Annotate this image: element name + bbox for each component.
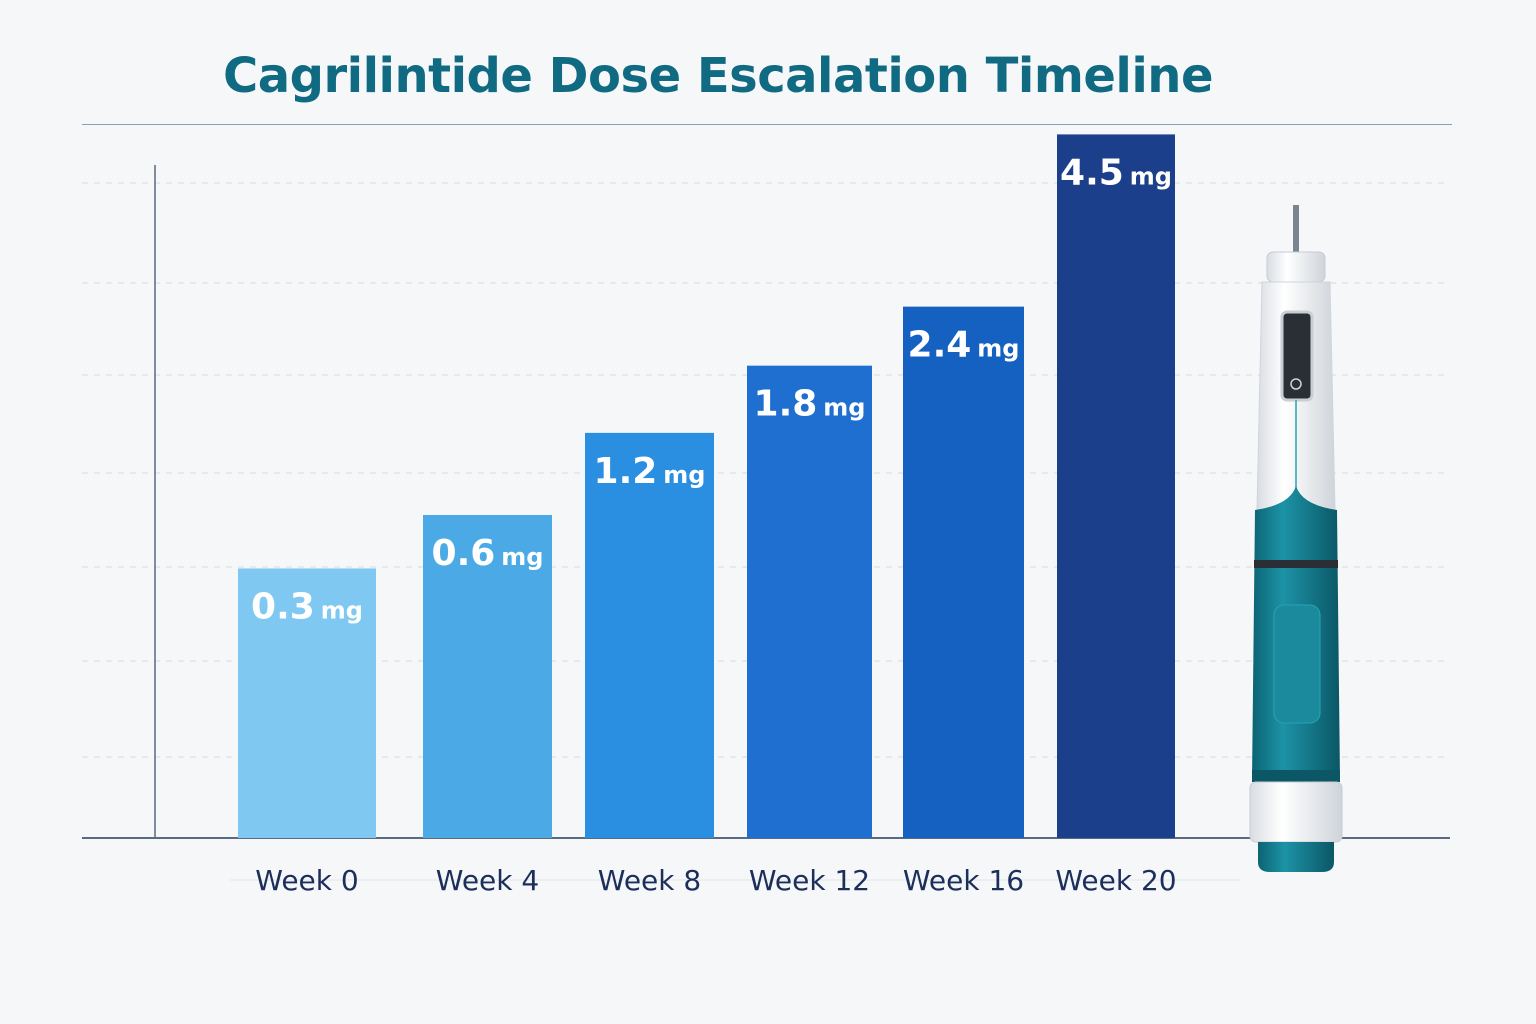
chart-title: Cagrilintide Dose Escalation Timeline	[222, 48, 1214, 104]
x-tick-label: Week 12	[749, 864, 870, 897]
bar	[903, 306, 1024, 838]
injection-pen-icon	[1249, 205, 1343, 872]
data-label: 0.3 mg	[251, 586, 363, 627]
data-label: 2.4 mg	[908, 325, 1020, 366]
bar	[747, 365, 872, 838]
bar	[1057, 134, 1175, 838]
data-label: 0.6 mg	[432, 533, 544, 574]
data-label: 4.5 mg	[1060, 152, 1172, 193]
x-tick-label: Week 20	[1055, 864, 1176, 897]
x-tick-label: Week 0	[255, 864, 358, 897]
x-tick-label: Week 4	[436, 864, 539, 897]
x-tick-label: Week 8	[598, 864, 701, 897]
x-tick-label: Week 16	[903, 864, 1024, 897]
bar	[423, 515, 552, 838]
data-label: 1.8 mg	[754, 384, 866, 425]
bar	[238, 568, 376, 838]
data-label: 1.2 mg	[594, 451, 706, 492]
bar	[585, 432, 714, 838]
title-divider	[82, 124, 1452, 125]
